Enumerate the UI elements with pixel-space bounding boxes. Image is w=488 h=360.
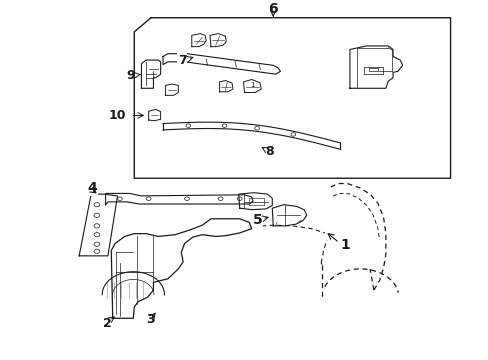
Text: 1: 1 [340, 238, 349, 252]
Text: 8: 8 [264, 145, 273, 158]
Text: 3: 3 [145, 313, 154, 326]
Text: 4: 4 [87, 181, 97, 195]
Text: 5: 5 [252, 212, 262, 226]
Text: 1: 1 [249, 82, 254, 89]
Bar [368, 68, 377, 71]
Text: 2: 2 [102, 317, 111, 330]
Text: 9: 9 [126, 69, 135, 82]
Text: 10: 10 [108, 109, 126, 122]
Text: 7: 7 [178, 54, 186, 67]
Text: 6: 6 [268, 2, 278, 16]
